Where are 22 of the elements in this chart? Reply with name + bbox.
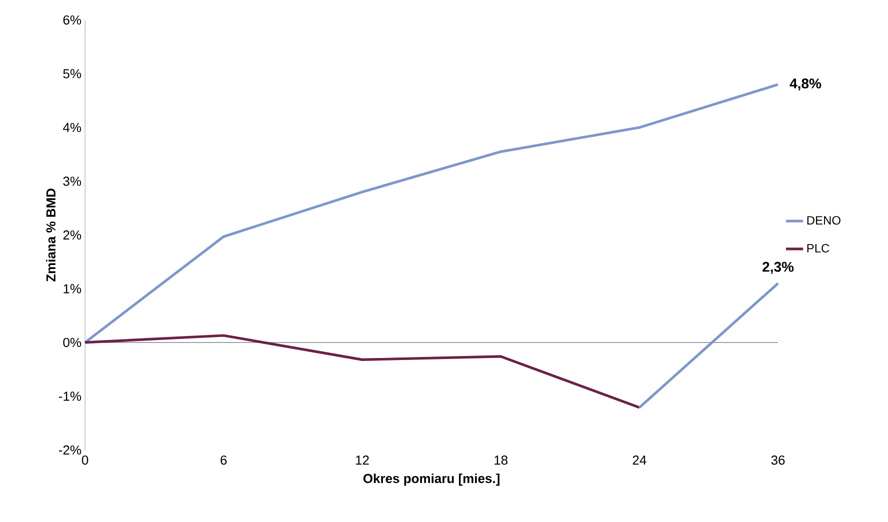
y-tick-label: -1%: [58, 392, 82, 401]
legend-label: PLC: [807, 244, 830, 252]
x-tick-label: 24: [632, 456, 646, 465]
line-series: [84, 334, 641, 409]
x-axis-title: Okres pomiaru [mies.]: [363, 474, 500, 486]
y-tick-label: 6%: [63, 15, 82, 25]
y-tick-label: 5%: [63, 69, 82, 78]
y-tick-label: 4%: [63, 122, 82, 132]
y-axis-title: Zmiana % BMD: [46, 188, 56, 282]
annotation: 4,8%: [790, 78, 822, 90]
legend-label: DENO: [807, 216, 840, 225]
y-tick-label: 3%: [63, 176, 82, 186]
y-tick-label: 0%: [63, 338, 82, 348]
y-tick-label: 1%: [64, 284, 82, 294]
x-tick-label: 12: [356, 456, 369, 465]
y-tick-label: 2%: [63, 230, 82, 240]
annotation: 2,3%: [762, 262, 794, 274]
x-tick-label: 6: [220, 456, 227, 465]
y-tick-label: -2%: [58, 445, 82, 455]
x-tick-label: 18: [494, 456, 508, 465]
x-tick-label: 36: [771, 456, 785, 465]
x-tick-label: 0: [82, 456, 88, 465]
